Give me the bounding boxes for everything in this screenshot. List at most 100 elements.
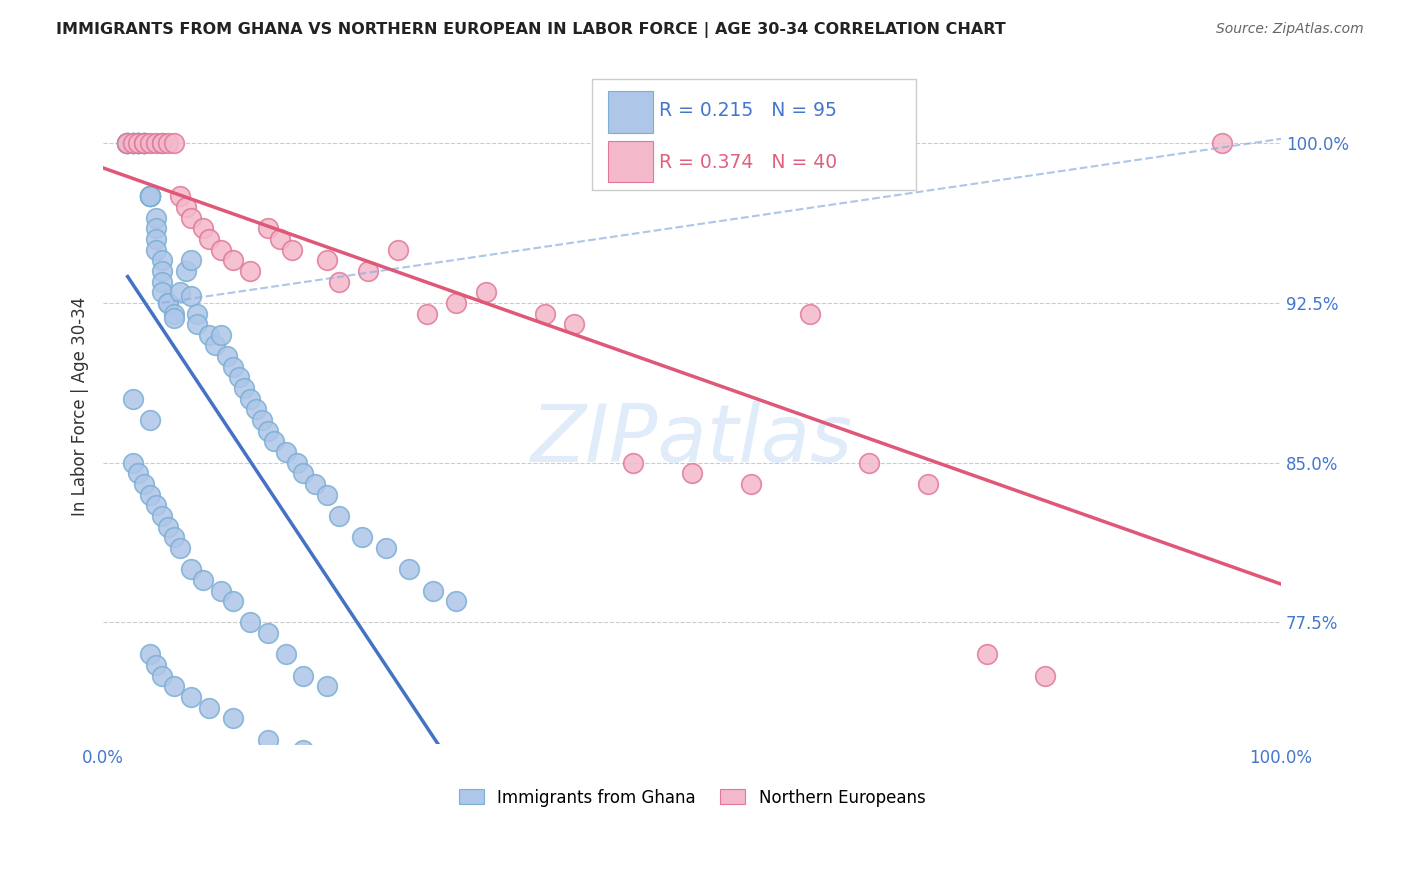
- Point: [145, 211, 167, 225]
- Point: [163, 306, 186, 320]
- Point: [121, 392, 143, 406]
- Point: [115, 136, 138, 150]
- Point: [115, 136, 138, 150]
- Point: [115, 136, 138, 150]
- Point: [799, 306, 821, 320]
- Point: [145, 243, 167, 257]
- Point: [127, 136, 149, 150]
- Point: [156, 519, 179, 533]
- Point: [621, 456, 644, 470]
- Point: [180, 253, 202, 268]
- Point: [292, 743, 315, 757]
- Point: [180, 690, 202, 704]
- Point: [139, 488, 162, 502]
- Point: [475, 285, 498, 300]
- Point: [121, 136, 143, 150]
- Point: [239, 392, 262, 406]
- Point: [174, 200, 197, 214]
- Point: [352, 530, 374, 544]
- Legend: Immigrants from Ghana, Northern Europeans: Immigrants from Ghana, Northern European…: [451, 782, 932, 814]
- Point: [169, 541, 191, 555]
- Point: [139, 189, 162, 203]
- Point: [127, 136, 149, 150]
- Point: [250, 413, 273, 427]
- Point: [204, 338, 226, 352]
- Point: [221, 711, 243, 725]
- Point: [121, 136, 143, 150]
- Point: [115, 136, 138, 150]
- Point: [121, 136, 143, 150]
- Point: [134, 136, 156, 150]
- Text: R = 0.374   N = 40: R = 0.374 N = 40: [659, 153, 837, 172]
- Point: [186, 306, 208, 320]
- Point: [257, 424, 280, 438]
- Point: [357, 264, 380, 278]
- Point: [198, 700, 221, 714]
- Text: IMMIGRANTS FROM GHANA VS NORTHERN EUROPEAN IN LABOR FORCE | AGE 30-34 CORRELATIO: IMMIGRANTS FROM GHANA VS NORTHERN EUROPE…: [56, 22, 1005, 38]
- Point: [198, 327, 221, 342]
- Point: [374, 541, 396, 555]
- Point: [1211, 136, 1233, 150]
- Point: [134, 136, 156, 150]
- Point: [446, 296, 468, 310]
- Point: [169, 285, 191, 300]
- Point: [163, 530, 186, 544]
- Point: [145, 136, 167, 150]
- Point: [328, 508, 350, 523]
- Point: [127, 136, 149, 150]
- Point: [145, 232, 167, 246]
- Point: [150, 253, 173, 268]
- Point: [422, 583, 444, 598]
- Point: [115, 136, 138, 150]
- Point: [156, 136, 179, 150]
- Point: [263, 434, 285, 449]
- Point: [316, 488, 339, 502]
- Point: [209, 583, 232, 598]
- Point: [115, 136, 138, 150]
- Point: [150, 285, 173, 300]
- Point: [150, 264, 173, 278]
- Point: [134, 136, 156, 150]
- Point: [209, 243, 232, 257]
- Point: [139, 189, 162, 203]
- Point: [139, 189, 162, 203]
- Point: [163, 679, 186, 693]
- Point: [127, 136, 149, 150]
- Point: [180, 562, 202, 576]
- Point: [416, 306, 439, 320]
- Point: [156, 296, 179, 310]
- Text: R = 0.215   N = 95: R = 0.215 N = 95: [659, 101, 837, 120]
- Point: [681, 467, 703, 481]
- Point: [233, 381, 256, 395]
- Point: [398, 562, 420, 576]
- Point: [274, 648, 297, 662]
- Point: [287, 456, 309, 470]
- Point: [180, 289, 202, 303]
- Point: [150, 136, 173, 150]
- Point: [198, 232, 221, 246]
- Point: [269, 232, 291, 246]
- Point: [740, 477, 762, 491]
- Point: [221, 253, 243, 268]
- Point: [292, 467, 315, 481]
- FancyBboxPatch shape: [592, 78, 915, 190]
- FancyBboxPatch shape: [609, 92, 654, 133]
- Point: [193, 221, 215, 235]
- Text: ZIPatlas: ZIPatlas: [531, 401, 853, 479]
- Point: [446, 594, 468, 608]
- Point: [858, 456, 880, 470]
- Point: [121, 456, 143, 470]
- Point: [156, 296, 179, 310]
- Point: [215, 349, 238, 363]
- Point: [150, 136, 173, 150]
- Point: [139, 413, 162, 427]
- Point: [316, 253, 339, 268]
- Point: [127, 136, 149, 150]
- Point: [1035, 669, 1057, 683]
- Point: [134, 136, 156, 150]
- Point: [145, 498, 167, 512]
- Point: [209, 327, 232, 342]
- Y-axis label: In Labor Force | Age 30-34: In Labor Force | Age 30-34: [72, 296, 89, 516]
- Point: [121, 136, 143, 150]
- Point: [127, 136, 149, 150]
